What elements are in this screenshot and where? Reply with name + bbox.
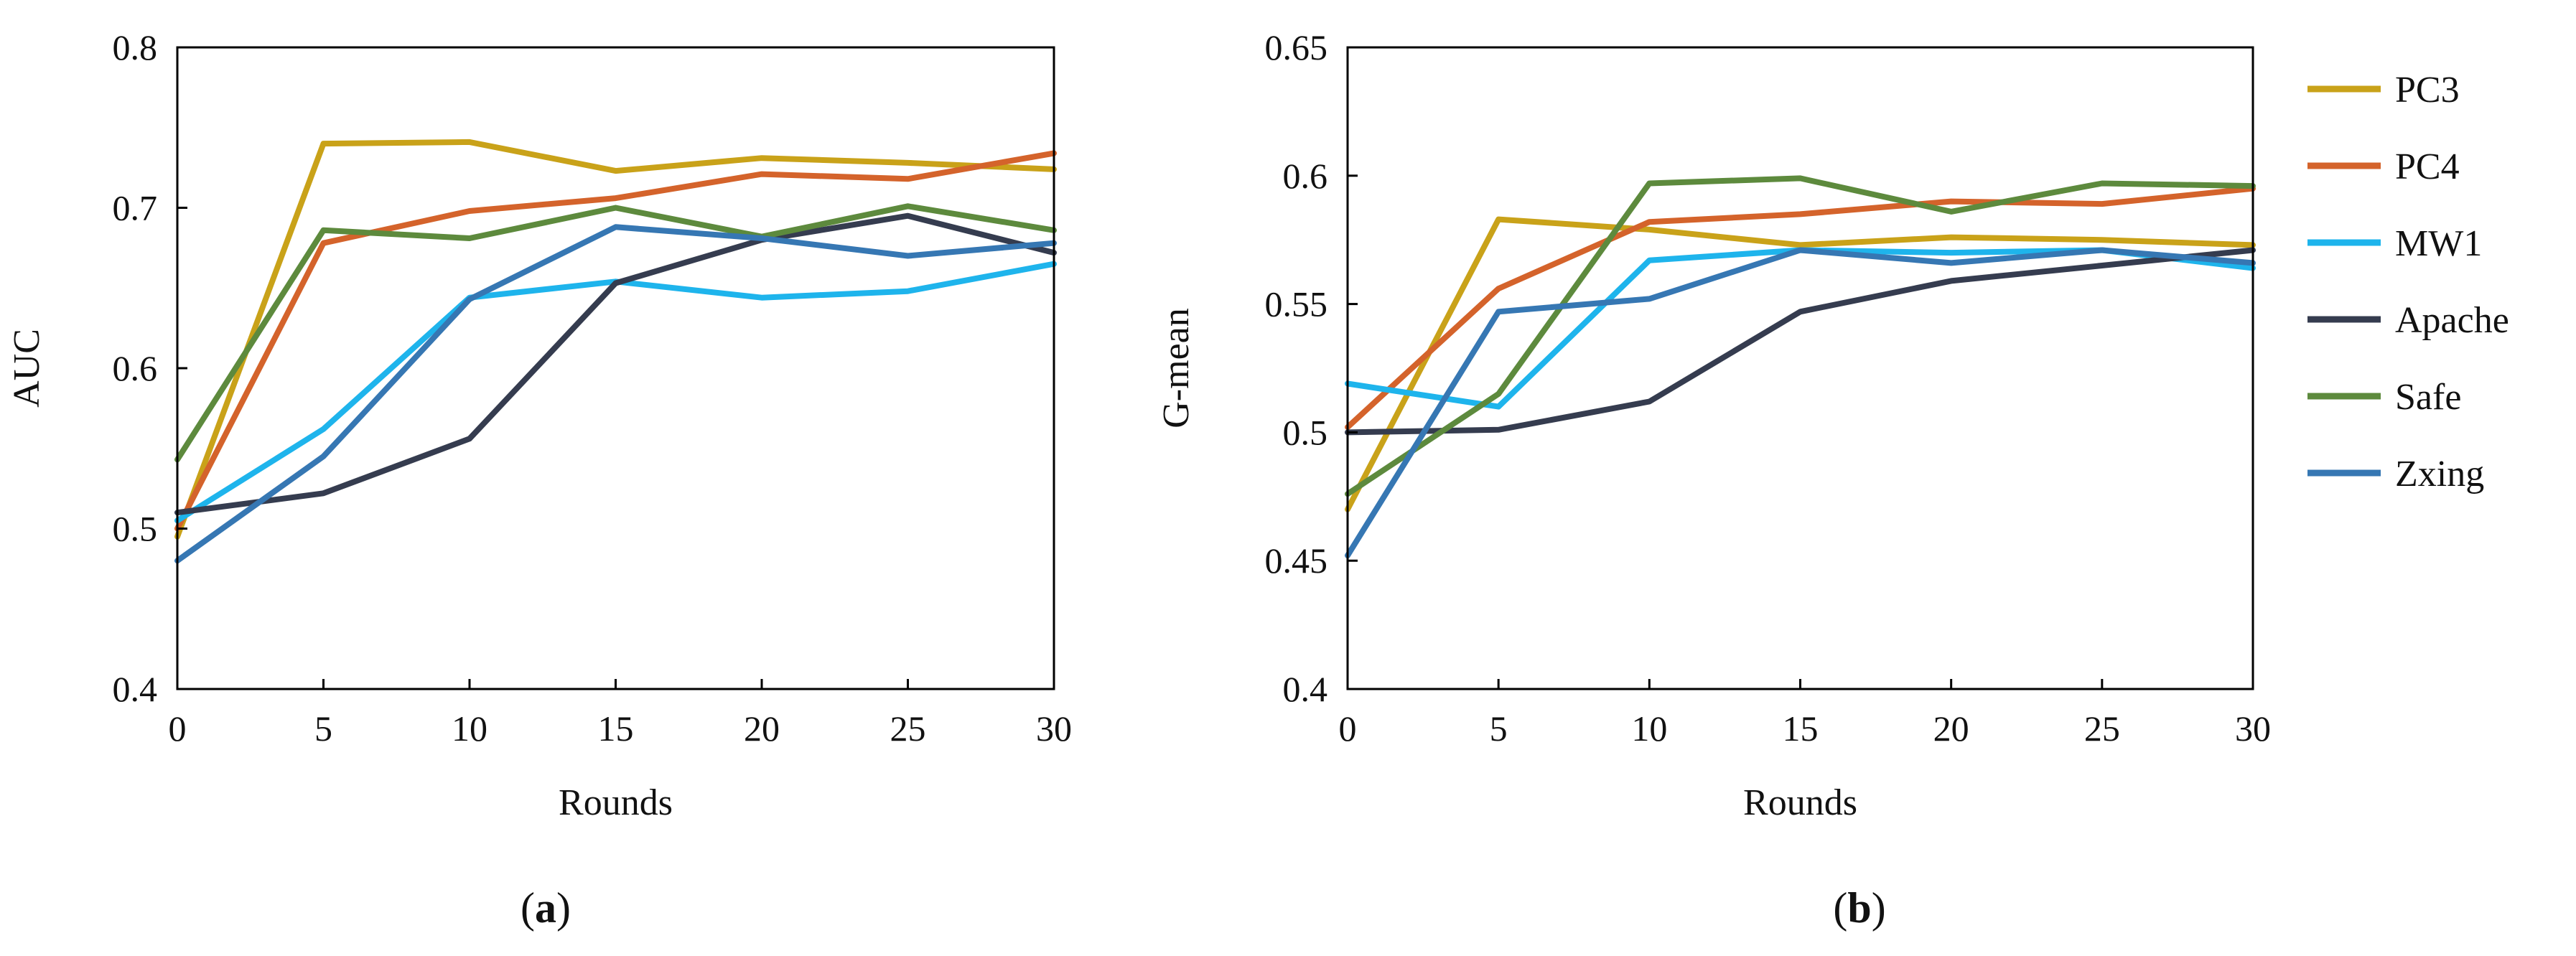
x-axis-title-a: Rounds xyxy=(559,782,673,823)
x-tick-label-b: 15 xyxy=(1783,708,1819,749)
y-tick-label-a: 0.5 xyxy=(113,509,158,549)
x-tick-label-a: 20 xyxy=(744,708,780,749)
x-tick-label-b: 20 xyxy=(1933,708,1969,749)
series-line-pc4-b xyxy=(1345,185,2256,431)
chart-panel-a: 0.4 0.5 0.6 0.7 0.8 0 5 10 15 20 25 30 Rounds AUC xyxy=(6,27,1072,823)
y-tick-label-b: 0.65 xyxy=(1265,27,1328,67)
x-tick-label-b: 10 xyxy=(1631,708,1667,749)
x-tick-label-a: 0 xyxy=(169,708,187,749)
legend-label-apache: Apache xyxy=(2395,300,2509,341)
x-tick-label-b: 5 xyxy=(1490,708,1508,749)
x-axis-title-b: Rounds xyxy=(1743,782,1857,823)
y-tick-label-a: 0.8 xyxy=(113,27,158,67)
legend-label-pc3: PC3 xyxy=(2395,70,2460,111)
series-line-safe-a xyxy=(174,203,1057,463)
panel-captions: (a) (b) xyxy=(521,884,1886,932)
panel-caption-b: (b) xyxy=(1833,884,1885,932)
panel-caption-a: (a) xyxy=(521,884,571,932)
y-axis-title-b: G-mean xyxy=(1156,308,1197,428)
y-tick-label-a: 0.4 xyxy=(113,669,158,709)
y-axis-title-a: AUC xyxy=(6,329,47,408)
x-tick-label-b: 30 xyxy=(2235,708,2271,749)
series-line-safe-b xyxy=(1345,175,2256,497)
legend-label-pc4: PC4 xyxy=(2395,146,2460,187)
series-line-zxing-b xyxy=(1345,247,2256,558)
series-line-apache-a xyxy=(174,212,1057,516)
y-tick-label-a: 0.7 xyxy=(113,188,158,228)
x-tick-label-b: 25 xyxy=(2084,708,2120,749)
series-line-pc3-b xyxy=(1345,216,2256,512)
x-tick-label-b: 0 xyxy=(1339,708,1357,749)
y-tick-label-b: 0.4 xyxy=(1283,669,1328,709)
plot-area-frame-a xyxy=(176,46,1055,690)
y-tick-label-b: 0.5 xyxy=(1283,412,1328,452)
y-tick-label-a: 0.6 xyxy=(113,348,158,388)
y-tick-label-b: 0.55 xyxy=(1265,284,1328,324)
legend-label-safe: Safe xyxy=(2395,377,2461,418)
plot-area-frame-b xyxy=(1346,46,2254,690)
series-line-mw1-a xyxy=(174,261,1057,524)
legend-label-zxing: Zxing xyxy=(2395,454,2484,495)
legend: PC3 PC4 MW1 Apache Safe Zxing xyxy=(2307,70,2509,495)
chart-panel-b: 0.4 0.45 0.5 0.55 0.6 0.65 0 5 10 15 20 25 30 Rounds G… xyxy=(1156,27,2271,823)
x-tick-label-a: 15 xyxy=(598,708,634,749)
series-line-pc3-a xyxy=(174,139,1057,540)
series-line-apache-b xyxy=(1345,247,2256,436)
y-tick-label-b: 0.6 xyxy=(1283,156,1328,196)
legend-label-mw1: MW1 xyxy=(2395,223,2482,264)
y-tick-label-b: 0.45 xyxy=(1265,540,1328,581)
x-tick-label-a: 25 xyxy=(890,708,926,749)
series-line-zxing-a xyxy=(174,224,1057,564)
series-line-pc4-a xyxy=(174,150,1057,532)
x-tick-label-a: 10 xyxy=(452,708,487,749)
x-tick-label-a: 5 xyxy=(314,708,332,749)
series-line-mw1-b xyxy=(1345,247,2256,410)
x-tick-label-a: 30 xyxy=(1036,708,1072,749)
